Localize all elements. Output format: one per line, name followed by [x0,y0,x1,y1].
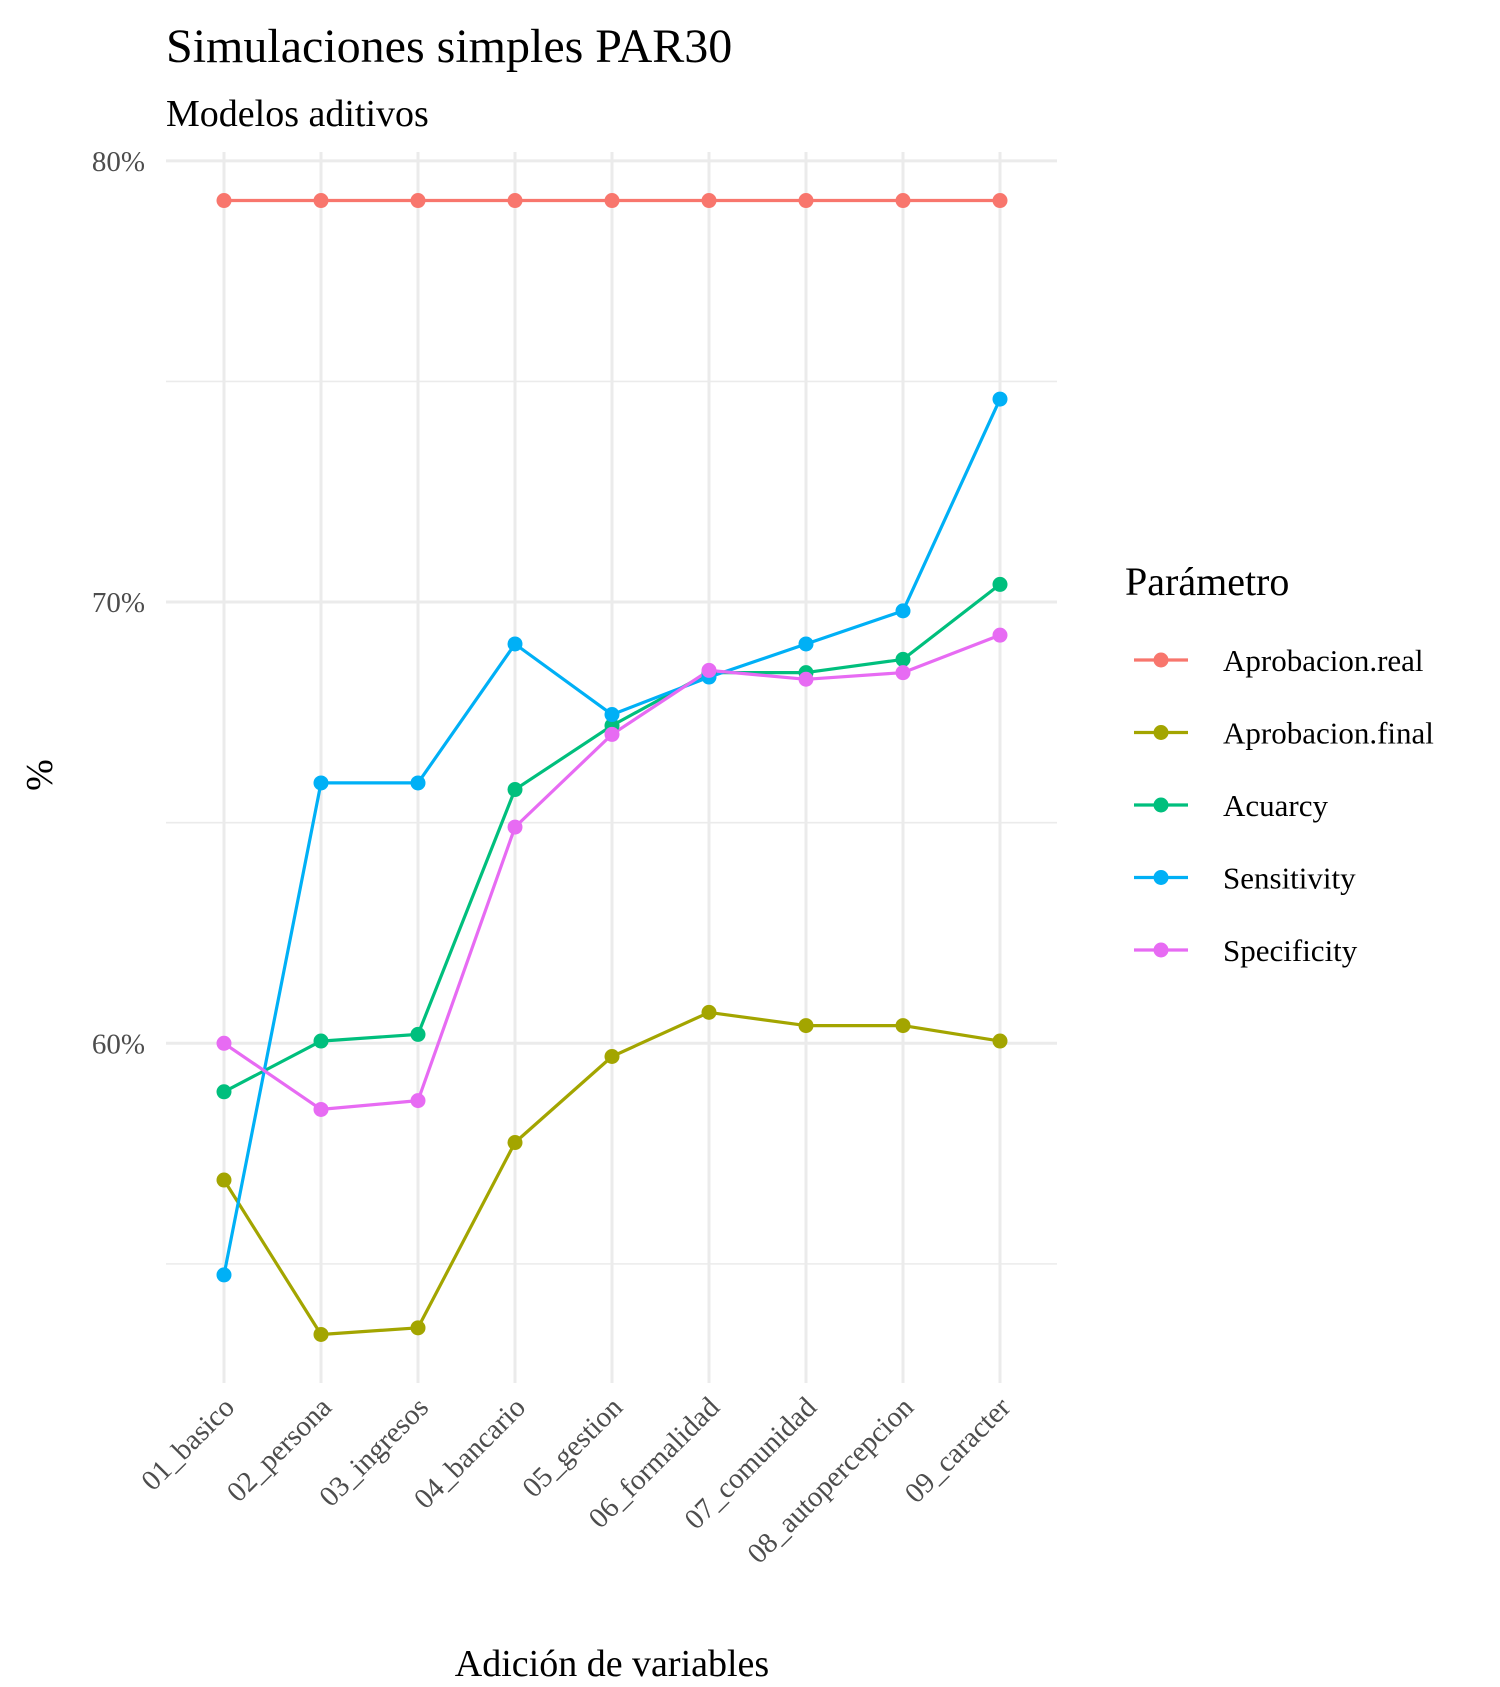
legend-label: Specificity [1223,933,1358,968]
data-point-Aprobacion.final-02_persona [313,1326,329,1342]
data-point-Sensitivity-08_autopercepcion [895,603,911,619]
data-point-Specificity-03_ingresos [410,1093,426,1109]
data-point-Specificity-09_caracter [992,627,1008,643]
data-point-Acuarcy-01_basico [216,1084,232,1100]
data-point-Specificity-05_gestion [604,726,620,742]
legend-key-point [1153,870,1169,885]
data-point-Acuarcy-08_autopercepcion [895,651,911,667]
data-point-Sensitivity-02_persona [313,775,329,791]
legend-label: Aprobacion.final [1223,716,1434,751]
data-point-Aprobacion.real-08_autopercepcion [895,193,911,209]
legend-item-Sensitivity: Sensitivity [1134,861,1356,896]
legend-label: Acuarcy [1223,788,1328,823]
legend-item-Aprobacion.real: Aprobacion.real [1134,643,1424,678]
data-point-Specificity-08_autopercepcion [895,665,911,681]
legend-key-point [1153,725,1169,740]
legend-key-point [1153,652,1169,668]
data-point-Aprobacion.final-08_autopercepcion [895,1018,911,1034]
series-points [216,193,1008,1342]
legend-label: Aprobacion.real [1223,643,1424,678]
data-point-Aprobacion.real-04_bancario [507,193,523,209]
x-tick-label: 09_caracter [899,1391,1017,1509]
data-point-Aprobacion.final-05_gestion [604,1048,620,1064]
y-tick-label: 60% [92,1028,145,1060]
data-point-Sensitivity-07_comunidad [798,636,814,652]
data-point-Aprobacion.final-09_caracter [992,1033,1008,1049]
legend-title: Parámetro [1125,559,1289,604]
legend: Parámetro Aprobacion.real Aprobacion.fina… [1125,559,1434,968]
y-tick-label: 70% [92,587,145,619]
data-point-Sensitivity-03_ingresos [410,775,426,791]
x-axis-ticks: 01_basico02_persona03_ingresos04_bancari… [135,1391,1017,1570]
data-point-Specificity-07_comunidad [798,671,814,687]
data-point-Aprobacion.real-03_ingresos [410,193,426,209]
x-tick-label: 08_autopercepcion [741,1391,920,1570]
y-tick-label: 80% [92,146,145,178]
legend-key-point [1153,797,1169,813]
data-point-Specificity-04_bancario [507,819,523,835]
x-axis-title: Adición de variables [455,1643,769,1685]
legend-item-Specificity: Specificity [1134,933,1358,968]
data-point-Aprobacion.final-07_comunidad [798,1018,814,1034]
chart-subtitle: Modelos aditivos [166,93,429,135]
data-point-Aprobacion.final-01_basico [216,1172,232,1188]
y-axis-ticks: 60% 70% 80% [92,146,145,1060]
legend-label: Sensitivity [1223,861,1356,896]
data-point-Aprobacion.final-04_bancario [507,1135,523,1151]
data-point-Aprobacion.real-05_gestion [604,193,620,209]
data-point-Acuarcy-03_ingresos [410,1026,426,1042]
data-point-Specificity-06_formalidad [701,662,717,678]
data-point-Aprobacion.real-01_basico [216,193,232,209]
data-point-Acuarcy-02_persona [313,1033,329,1049]
chart-title: Simulaciones simples PAR30 [166,20,732,73]
data-point-Aprobacion.real-02_persona [313,193,329,209]
data-point-Aprobacion.real-07_comunidad [798,193,814,209]
data-point-Specificity-01_basico [216,1035,232,1051]
data-point-Sensitivity-09_caracter [992,391,1008,407]
data-point-Sensitivity-04_bancario [507,636,523,652]
data-point-Specificity-02_persona [313,1101,329,1117]
legend-item-Aprobacion.final: Aprobacion.final [1134,716,1434,751]
y-axis-title: % [19,759,61,791]
legend-item-Acuarcy: Acuarcy [1134,788,1328,823]
data-point-Acuarcy-09_caracter [992,576,1008,592]
data-point-Aprobacion.real-06_formalidad [701,193,717,209]
data-point-Aprobacion.final-03_ingresos [410,1320,426,1336]
data-point-Sensitivity-01_basico [216,1267,232,1283]
data-point-Aprobacion.real-09_caracter [992,193,1008,209]
data-point-Acuarcy-04_bancario [507,782,523,798]
legend-key-point [1153,942,1169,958]
data-point-Aprobacion.final-06_formalidad [701,1004,717,1020]
legend-items: Aprobacion.real Aprobacion.final Acuarcy Se… [1134,643,1434,968]
grid [166,152,1057,1383]
data-point-Sensitivity-05_gestion [604,707,620,723]
